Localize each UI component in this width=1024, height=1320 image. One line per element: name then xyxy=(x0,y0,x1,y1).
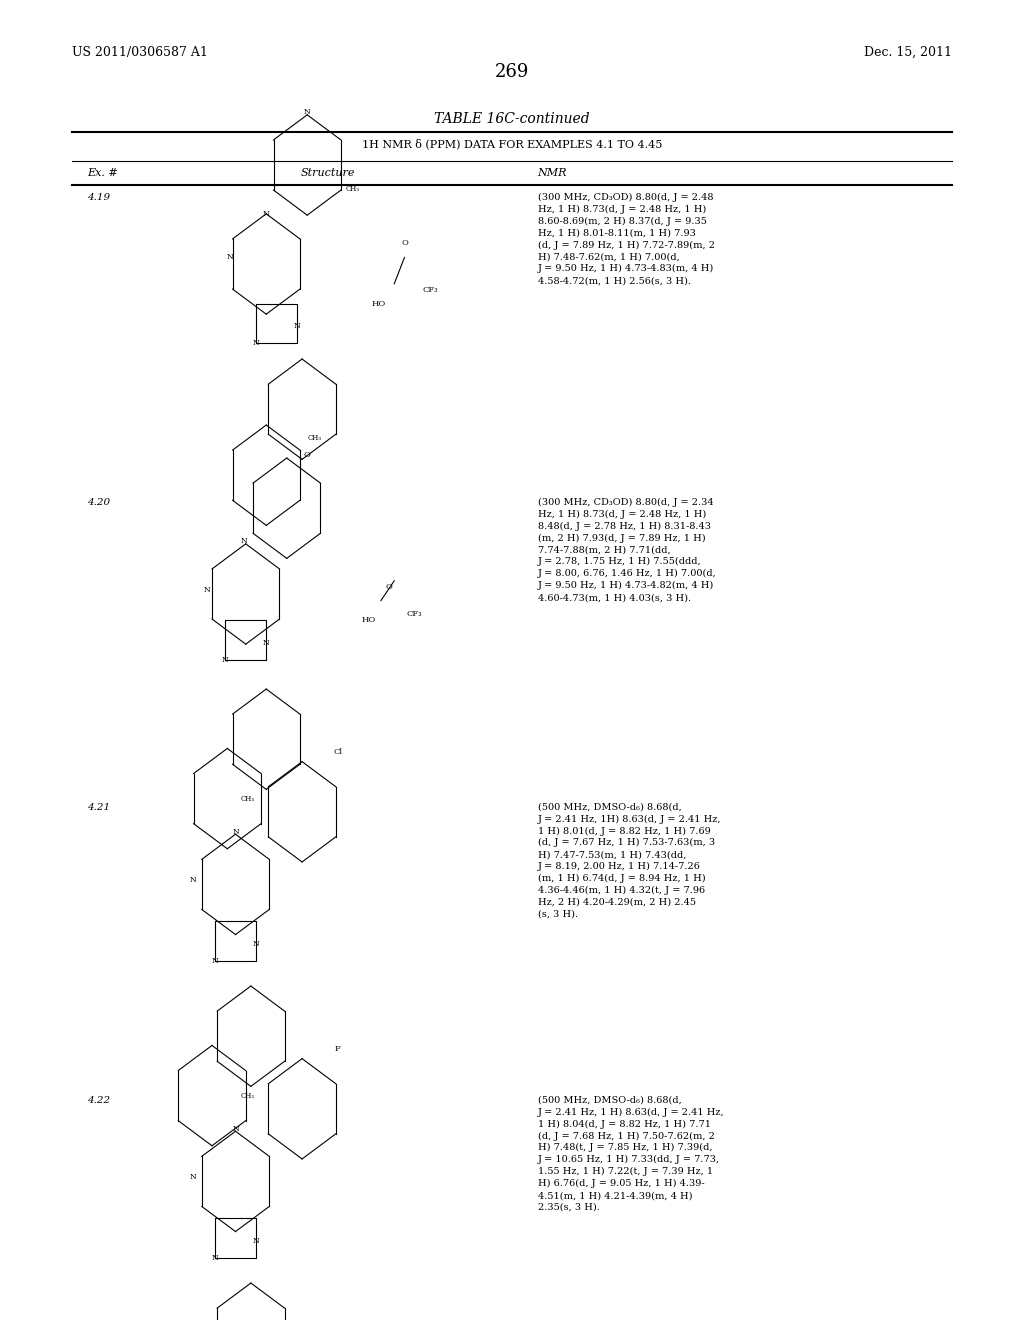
Text: N: N xyxy=(263,639,269,647)
Text: (500 MHz, DMSO-d₆) 8.68(d,
J = 2.41 Hz, 1 H) 8.63(d, J = 2.41 Hz,
1 H) 8.04(d, J: (500 MHz, DMSO-d₆) 8.68(d, J = 2.41 Hz, … xyxy=(538,1096,724,1212)
Text: N: N xyxy=(304,108,310,116)
Text: 4.21: 4.21 xyxy=(87,803,111,812)
Text: N: N xyxy=(253,940,259,948)
Text: CH₃: CH₃ xyxy=(241,795,255,803)
Text: N: N xyxy=(204,586,210,594)
Text: N: N xyxy=(189,1173,196,1181)
Text: F: F xyxy=(335,1045,341,1053)
Text: 4.19: 4.19 xyxy=(87,193,111,202)
Text: O: O xyxy=(304,451,310,459)
Text: N: N xyxy=(241,537,247,545)
Text: O: O xyxy=(401,239,408,247)
Text: N: N xyxy=(263,210,269,218)
Text: TABLE 16C-continued: TABLE 16C-continued xyxy=(434,112,590,127)
Text: N: N xyxy=(227,253,233,261)
Text: 269: 269 xyxy=(495,63,529,82)
Text: Ex. #: Ex. # xyxy=(87,168,118,178)
Text: CH₃: CH₃ xyxy=(241,1092,255,1100)
Text: CH₃: CH₃ xyxy=(346,185,360,193)
Text: 4.22: 4.22 xyxy=(87,1096,111,1105)
Text: Cl: Cl xyxy=(334,748,342,756)
Text: (300 MHz, CD₃OD) 8.80(d, J = 2.34
Hz, 1 H) 8.73(d, J = 2.48 Hz, 1 H)
8.48(d, J =: (300 MHz, CD₃OD) 8.80(d, J = 2.34 Hz, 1 … xyxy=(538,498,717,602)
Text: US 2011/0306587 A1: US 2011/0306587 A1 xyxy=(72,46,208,59)
Text: Structure: Structure xyxy=(300,168,355,178)
Text: N: N xyxy=(189,876,196,884)
Text: HO: HO xyxy=(372,300,386,308)
Text: N: N xyxy=(232,828,239,836)
Text: Dec. 15, 2011: Dec. 15, 2011 xyxy=(864,46,952,59)
Text: (300 MHz, CD₃OD) 8.80(d, J = 2.48
Hz, 1 H) 8.73(d, J = 2.48 Hz, 1 H)
8.60-8.69(m: (300 MHz, CD₃OD) 8.80(d, J = 2.48 Hz, 1 … xyxy=(538,193,715,285)
Text: N: N xyxy=(212,957,218,965)
Text: 1H NMR δ (PPM) DATA FOR EXAMPLES 4.1 TO 4.45: 1H NMR δ (PPM) DATA FOR EXAMPLES 4.1 TO … xyxy=(361,139,663,149)
Text: N: N xyxy=(294,322,300,330)
Text: N: N xyxy=(253,1237,259,1245)
Text: CF₃: CF₃ xyxy=(407,610,423,618)
Text: (500 MHz, DMSO-d₆) 8.68(d,
J = 2.41 Hz, 1H) 8.63(d, J = 2.41 Hz,
1 H) 8.01(d, J : (500 MHz, DMSO-d₆) 8.68(d, J = 2.41 Hz, … xyxy=(538,803,721,919)
Text: NMR: NMR xyxy=(538,168,567,178)
Text: HO: HO xyxy=(361,616,376,624)
Text: CF₃: CF₃ xyxy=(422,286,438,294)
Text: 4.20: 4.20 xyxy=(87,498,111,507)
Text: N: N xyxy=(232,1125,239,1133)
Text: N: N xyxy=(222,656,228,664)
Text: CH₃: CH₃ xyxy=(307,434,322,442)
Text: N: N xyxy=(212,1254,218,1262)
Text: N: N xyxy=(253,339,259,347)
Text: O: O xyxy=(386,583,392,591)
